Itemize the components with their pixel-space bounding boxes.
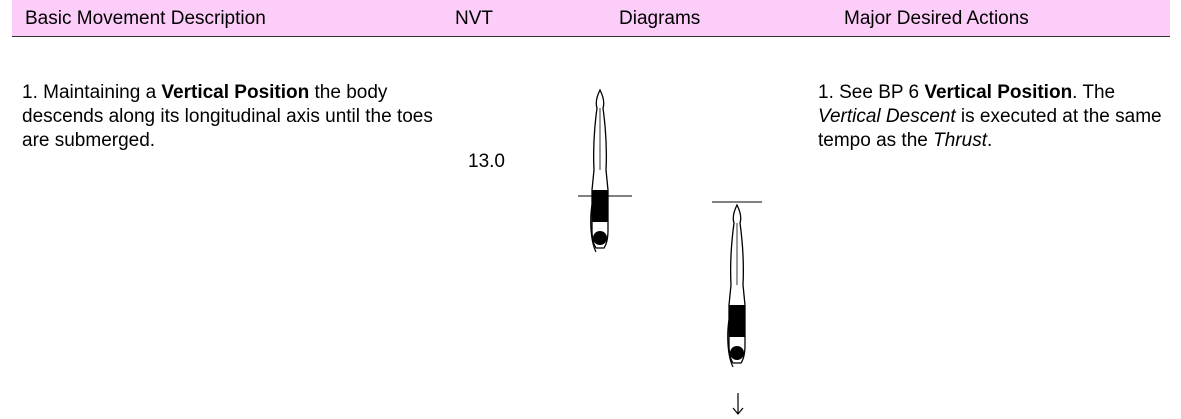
text: is executed at the same tempo as the — [818, 106, 1162, 151]
italic-text: Vertical Descent — [818, 106, 956, 127]
bold-text: Vertical Position — [161, 82, 310, 103]
text: . The — [1072, 82, 1116, 103]
text: . — [986, 130, 993, 151]
diver-figure — [590, 89, 609, 253]
down-arrow — [732, 393, 744, 415]
description-cell: 1. Maintaining a Vertical Position the b… — [22, 81, 442, 153]
text: the body descends along its longitudinal… — [22, 82, 433, 151]
nvt-cell: 13.0 — [468, 151, 505, 172]
text: 1. Maintaining a — [22, 82, 162, 103]
actions-cell: 1. See BP 6 Vertical Position. The Verti… — [818, 81, 1168, 153]
italic-text: Thrust — [933, 130, 987, 151]
table-header: Basic Movement Description NVT Diagrams … — [12, 0, 1170, 37]
diver-figure — [727, 204, 746, 368]
header-cell: Major Desired Actions — [844, 8, 1029, 29]
header-cell: Diagrams — [619, 8, 701, 29]
header-cell: Basic Movement Description — [25, 8, 266, 29]
header-cell: NVT — [455, 8, 493, 29]
bold-text: Vertical Position — [924, 82, 1073, 103]
text: 1. See BP 6 — [818, 82, 925, 103]
